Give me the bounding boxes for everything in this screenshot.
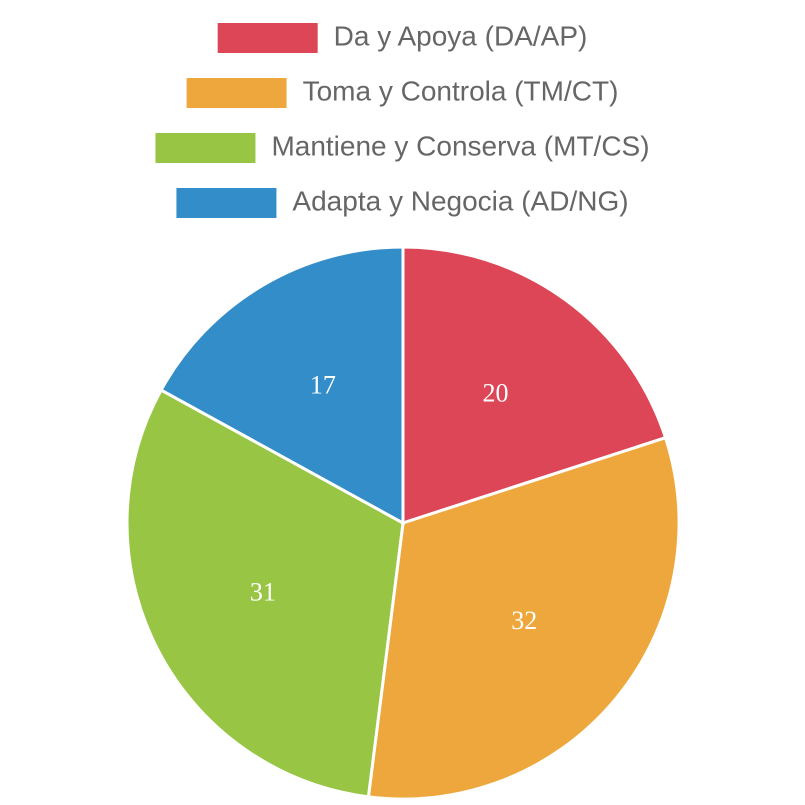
legend-label: Adapta y Negocia (AD/NG) — [292, 185, 628, 216]
legend-label: Mantiene y Conserva (MT/CS) — [271, 130, 649, 161]
legend-swatch — [155, 133, 256, 163]
slice-label: 31 — [250, 577, 276, 606]
pie-slice — [159, 245, 405, 526]
legend-swatch — [176, 188, 277, 218]
legend-swatch — [217, 23, 318, 53]
slice-label: 17 — [310, 371, 336, 400]
pie-slice — [366, 435, 681, 801]
legend-label: Da y Apoya (DA/AP) — [334, 20, 588, 51]
slice-label: 32 — [511, 606, 537, 635]
pie-slice — [401, 245, 668, 526]
legend-swatch — [186, 78, 287, 108]
slice-label: 20 — [482, 379, 508, 408]
legend-label: Toma y Controla (TM/CT) — [303, 75, 619, 106]
pie-slice — [125, 387, 405, 799]
